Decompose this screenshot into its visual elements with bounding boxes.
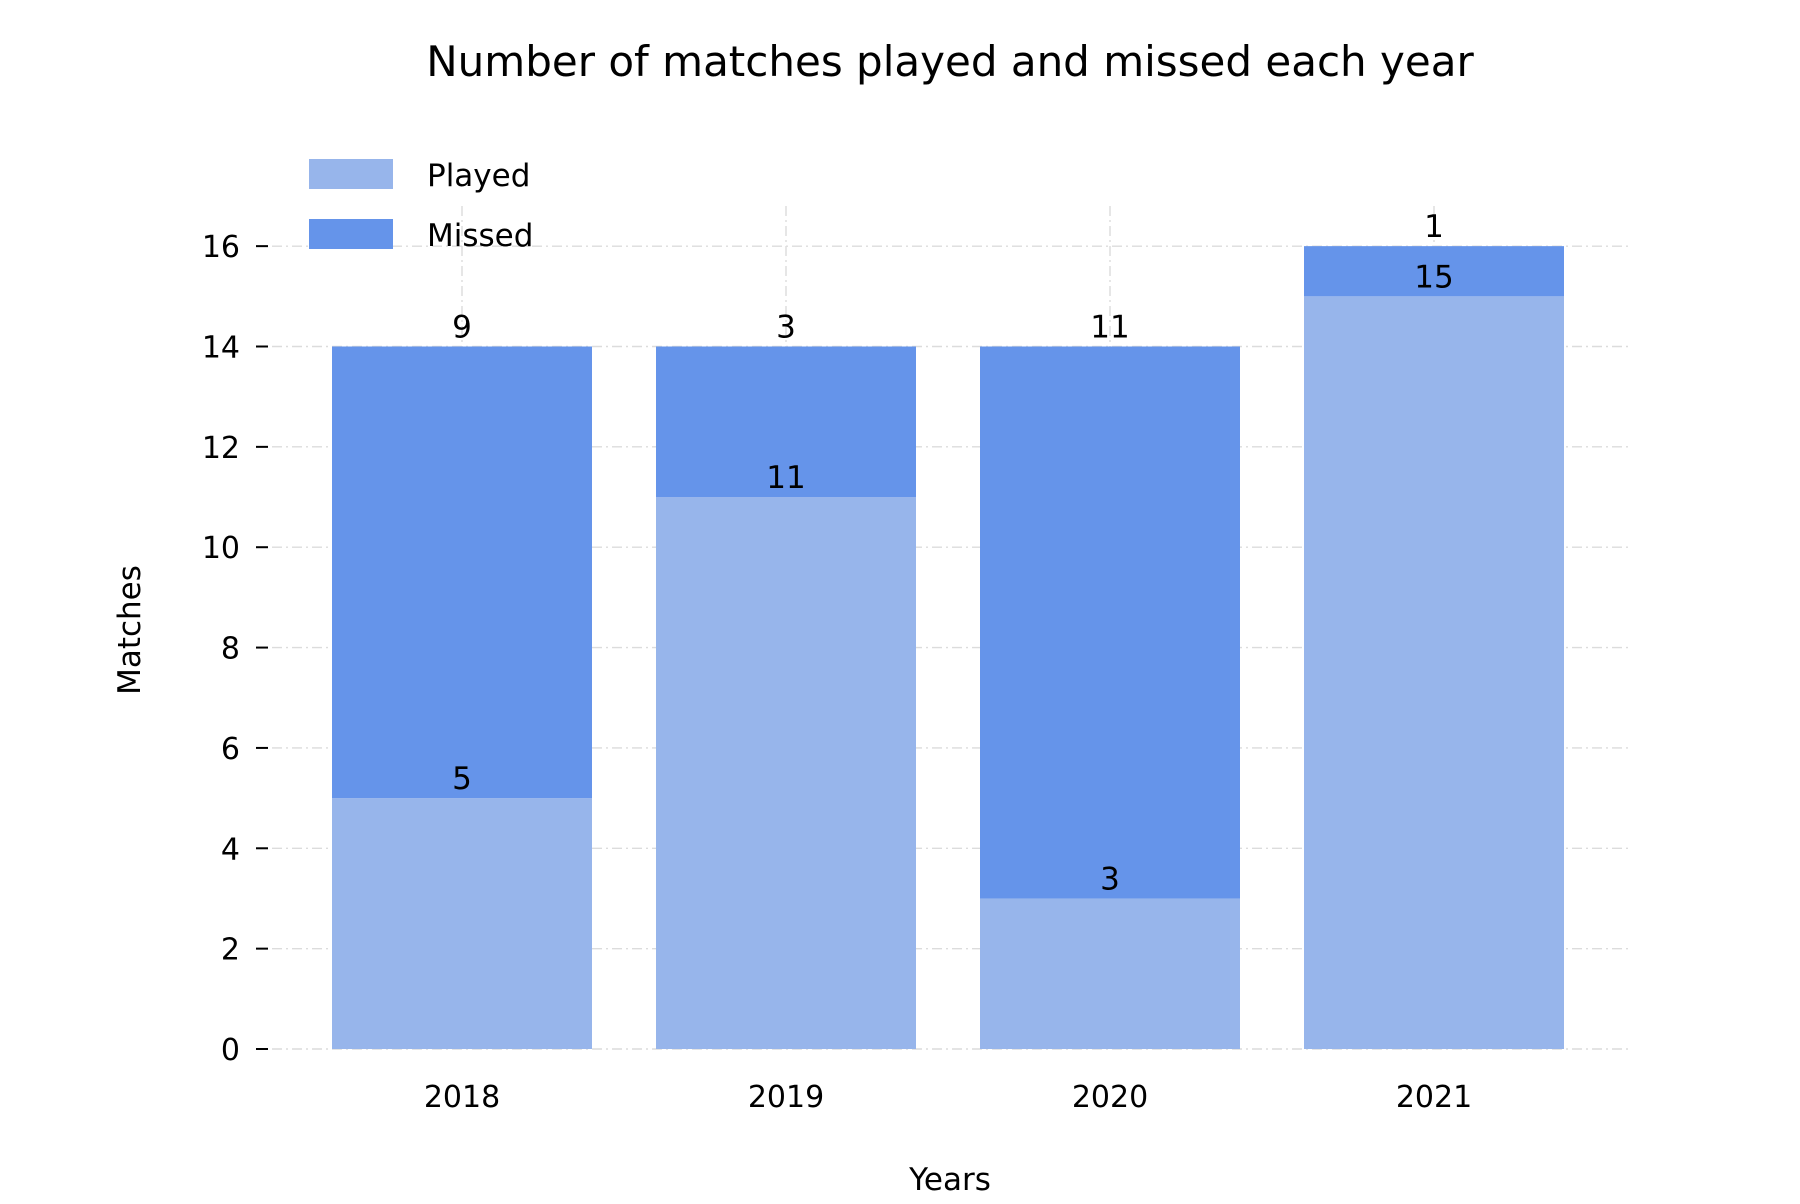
- x-axis: 2018 2019 2020 2021: [424, 1080, 1472, 1115]
- y-tick-label: 4: [221, 832, 240, 867]
- legend-label-played: Played: [427, 158, 530, 194]
- bar-played-2018: [332, 798, 592, 1049]
- legend-swatch-missed: [309, 219, 393, 249]
- y-tick-label: 6: [221, 732, 240, 767]
- bar-missed-2021: [1304, 246, 1564, 297]
- x-axis-label: Years: [908, 1162, 991, 1198]
- bar-played-2019: [656, 497, 916, 1049]
- data-label-played-2019: 11: [766, 460, 805, 496]
- y-tick-label: 16: [202, 230, 240, 265]
- x-tick-label: 2020: [1072, 1080, 1148, 1115]
- bar-missed-2018: [332, 346, 592, 799]
- bar-played-2021: [1304, 296, 1564, 1050]
- data-label-played-2020: 3: [1100, 861, 1120, 897]
- y-axis-label: Matches: [112, 565, 148, 695]
- data-label-missed-2019: 3: [776, 310, 796, 346]
- x-tick-label: 2019: [748, 1080, 824, 1115]
- y-tick-label: 8: [221, 632, 240, 667]
- x-tick-label: 2018: [424, 1080, 500, 1115]
- y-tick-label: 0: [221, 1033, 240, 1068]
- x-tick-label: 2021: [1396, 1080, 1472, 1115]
- y-tick-label: 12: [202, 431, 240, 466]
- bar-missed-2019: [656, 346, 916, 498]
- data-label-missed-2021: 1: [1424, 209, 1444, 245]
- data-label-played-2021: 15: [1414, 259, 1453, 295]
- bar-played-2020: [980, 898, 1240, 1049]
- legend-label-missed: Missed: [427, 218, 533, 254]
- legend-swatch-played: [309, 159, 393, 189]
- data-label-played-2018: 5: [452, 761, 472, 797]
- bars: [332, 246, 1564, 1050]
- data-label-missed-2018: 9: [452, 310, 472, 346]
- y-axis: 0 2 4 6 8 10 12 14 16: [202, 230, 268, 1068]
- legend: Played Missed: [309, 158, 533, 254]
- y-tick-label: 2: [221, 933, 240, 968]
- chart-title: Number of matches played and missed each…: [426, 37, 1474, 86]
- bar-missed-2020: [980, 346, 1240, 899]
- data-label-missed-2020: 11: [1090, 310, 1129, 346]
- y-tick-label: 14: [202, 331, 240, 366]
- y-tick-label: 10: [202, 531, 240, 566]
